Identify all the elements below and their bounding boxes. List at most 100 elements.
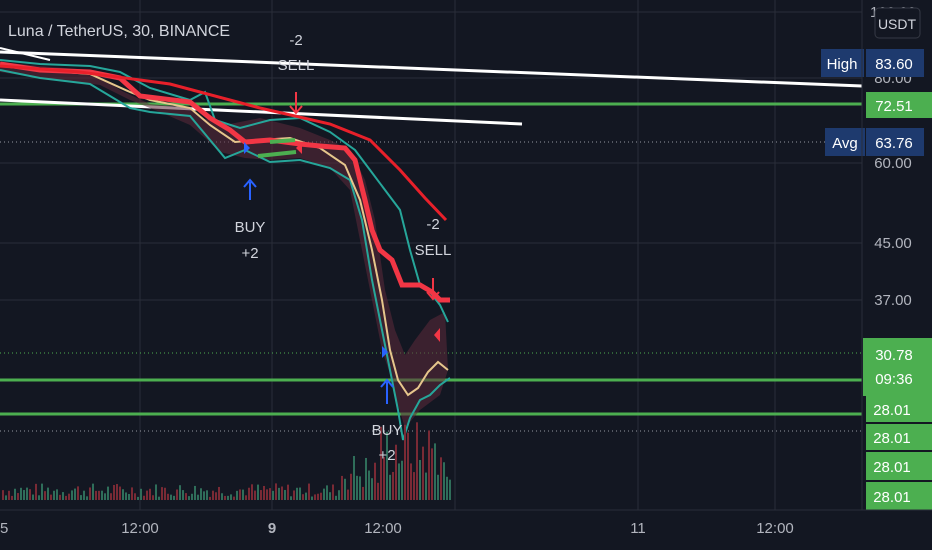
volume-bar [101, 490, 103, 500]
sell-signal-label: SELL [415, 242, 452, 259]
volume-bar [443, 462, 445, 500]
volume-bar [416, 422, 418, 500]
volume-bar [329, 492, 331, 500]
volume-bar [143, 495, 145, 500]
volume-bar [407, 432, 409, 500]
volume-bar [440, 457, 442, 500]
buy-signal-label: BUY [235, 219, 266, 236]
high-value-box [866, 49, 924, 77]
buy-signal-qty: +2 [241, 245, 258, 262]
volume-bar [107, 486, 109, 500]
price-label-high: High 83.60 [821, 49, 924, 77]
currency-button-label[interactable]: USDT [878, 16, 917, 32]
buy-signal-label: BUY [372, 422, 403, 439]
volume-bar [230, 494, 232, 500]
volume-bar [260, 490, 262, 500]
volume-bar [8, 490, 10, 500]
trendline-top-left [0, 47, 51, 61]
volume-bar [386, 431, 388, 500]
buy-arrowhead-icon [380, 378, 394, 388]
volume-bar [188, 496, 190, 500]
green-segment [269, 138, 296, 144]
white-trendlines [0, 47, 863, 126]
level-value: 28.01 [873, 430, 911, 447]
buy-signal-2: BUY +2 [372, 378, 403, 464]
volume-bar [29, 489, 31, 500]
volume-bar [173, 495, 175, 500]
volume-bar [362, 486, 364, 500]
volume-bar [14, 488, 16, 500]
avg-tag [825, 128, 865, 156]
high-tag [821, 49, 864, 77]
volume-bar [119, 486, 121, 500]
volume-bar [383, 457, 385, 500]
volume-bar [134, 493, 136, 500]
volume-bar [242, 489, 244, 500]
volume-bar [158, 496, 160, 500]
price-step-line [0, 61, 450, 303]
volume-bar [431, 448, 433, 500]
volume-bar [317, 493, 319, 500]
volume-bar [161, 487, 163, 500]
volume-bar [137, 496, 139, 500]
level-value: 28.01 [873, 489, 911, 506]
currency-button-frame[interactable] [874, 7, 921, 39]
volume-bar [227, 495, 229, 500]
volume-bar [149, 488, 151, 500]
volume-bar [392, 471, 394, 500]
volume-bar [77, 486, 79, 500]
volume-bar [98, 490, 100, 500]
time-axis-ticks[interactable]: 5 12:00 9 12:00 11 12:00 [0, 520, 794, 537]
volume-bar [251, 484, 253, 500]
volume-bar [128, 493, 130, 500]
sell-signal-qty: -2 [426, 216, 439, 233]
volume-bars [2, 422, 451, 500]
volume-bar [209, 496, 211, 500]
volume-bar [353, 455, 355, 500]
volume-bar [419, 459, 421, 500]
volume-bar [248, 487, 250, 500]
volume-bar [110, 493, 112, 500]
volume-bar [398, 463, 400, 500]
volume-bar [104, 493, 106, 500]
volume-bar [284, 489, 286, 500]
volume-bar [326, 485, 328, 500]
volume-bar [305, 492, 307, 500]
volume-bar [218, 486, 220, 500]
volume-bar [59, 494, 61, 500]
symbol-title[interactable]: Luna / TetherUS, 30, BINANCE [8, 23, 230, 40]
volume-bar [308, 483, 310, 500]
time-axis-tick-label: 12:00 [364, 520, 402, 537]
volume-bar [437, 474, 439, 500]
volume-bar [371, 478, 373, 500]
time-axis-tick-label: 9 [268, 520, 276, 537]
volume-bar [356, 475, 358, 500]
volume-bar [200, 488, 202, 500]
volume-bar [323, 488, 325, 500]
volume-bar [245, 495, 247, 500]
red-flag-icon [434, 328, 440, 342]
volume-bar [38, 495, 40, 500]
volume-bar [212, 490, 214, 500]
volume-bar [272, 490, 274, 500]
buy-arrowhead-icon [243, 178, 257, 188]
volume-bar [278, 487, 280, 500]
currency-button[interactable]: USDT [874, 7, 921, 39]
volume-bar [92, 483, 94, 500]
volume-bar [332, 484, 334, 500]
buy-signal-qty: +2 [378, 447, 395, 464]
volume-bar [347, 489, 349, 500]
volume-bar [446, 476, 448, 500]
level-value: 72.51 [875, 98, 913, 115]
volume-bar [167, 493, 169, 500]
band-lower-line [0, 69, 451, 441]
volume-bar [341, 475, 343, 500]
volume-bar [203, 491, 205, 500]
volume-bar [410, 463, 412, 500]
volume-bar [146, 490, 148, 500]
trendline-lower [0, 98, 523, 126]
volume-bar [401, 460, 403, 500]
volume-bar [17, 493, 19, 500]
level-value: 28.01 [873, 402, 911, 419]
